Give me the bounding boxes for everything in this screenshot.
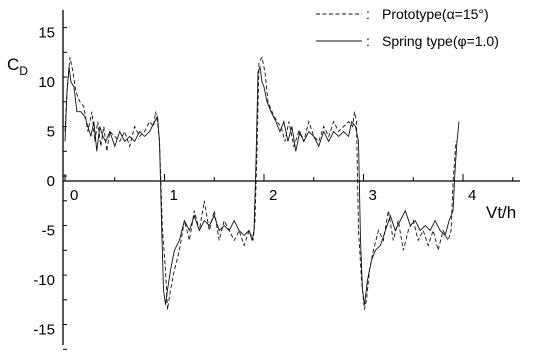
- x-tick-label: 0: [70, 187, 78, 204]
- x-axis-ticks: 0 1 2 3 4: [64, 174, 514, 204]
- x-tick-label: 1: [170, 187, 178, 204]
- x-axis-label: Vt/h: [486, 203, 516, 222]
- legend-label-prototype: Prototype(α=15°): [382, 6, 489, 22]
- y-axis-label-subscript: D: [19, 64, 28, 78]
- x-tick-label: 2: [269, 187, 277, 204]
- y-axis-label: CD: [7, 55, 28, 78]
- y-tick-label: -10: [33, 272, 55, 289]
- y-tick-label: -5: [42, 223, 55, 240]
- legend-colon-spring: :: [366, 33, 370, 49]
- legend-colon-prototype: :: [366, 6, 370, 22]
- y-axis-ticks: 15 10 5 0 -5 -10 -15: [33, 25, 67, 350]
- series-line-spring-type: [64, 65, 460, 305]
- y-tick-label: 10: [38, 74, 55, 91]
- y-tick-label: -15: [33, 322, 55, 339]
- legend-label-spring: Spring type(φ=1.0): [382, 33, 499, 49]
- y-tick-label: 15: [38, 25, 55, 42]
- y-tick-label: 0: [47, 173, 55, 190]
- y-tick-label: 5: [47, 124, 55, 141]
- x-tick-label: 3: [369, 187, 377, 204]
- y-axis-label-main: C: [7, 55, 19, 74]
- legend: : Prototype(α=15°) : Spring type(φ=1.0): [316, 6, 499, 49]
- series-layer: [64, 56, 460, 310]
- series-line-prototype: [64, 56, 457, 310]
- x-tick-label: 4: [468, 187, 476, 204]
